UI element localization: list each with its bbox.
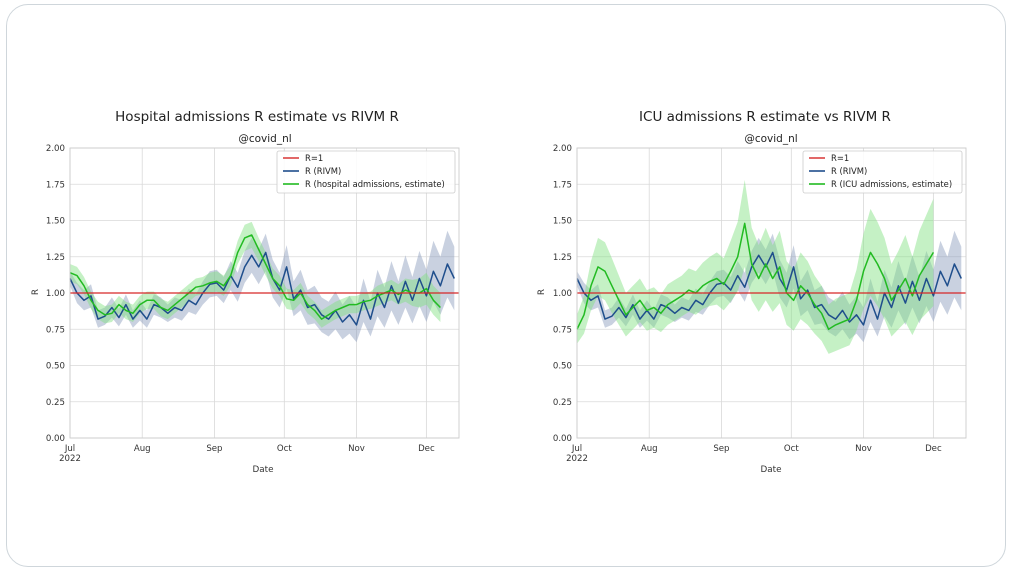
icu-chart: ICU admissions R estimate vs RIVM R @cov… (537, 109, 967, 475)
estimate-confidence-band (577, 179, 934, 354)
estimate-confidence-band (70, 221, 441, 328)
rivm-r-line (69, 251, 455, 326)
x-tick-label: Dec (418, 444, 435, 454)
x-tick-label: Dec (925, 444, 942, 454)
x-tick-label: Sep (206, 444, 222, 454)
y-axis-label: R (537, 289, 547, 295)
x-tick-label: Sep (713, 444, 729, 454)
y-tick-label: 1.25 (553, 253, 572, 263)
x-tick-label: Oct (277, 444, 292, 454)
hospital-chart: Hospital admissions R estimate vs RIVM R… (31, 109, 460, 475)
y-tick-label: 1.25 (46, 253, 65, 263)
y-axis-label: R (31, 289, 41, 295)
y-tick-label: 2.00 (553, 144, 572, 154)
x-tick-label: Jul (64, 444, 75, 454)
confidence-bands (577, 179, 962, 354)
series-lines (69, 234, 459, 326)
y-tick-label: 1.50 (553, 217, 572, 227)
legend: R=1 R (RIVM) R (hospital admissions, est… (276, 150, 456, 194)
y-tick-label: 0.50 (553, 362, 572, 372)
rivm-confidence-band (70, 230, 455, 343)
legend-box (276, 150, 456, 194)
plot-frame (69, 147, 460, 439)
legend-label-estimate: R (hospital admissions, estimate) (305, 179, 445, 189)
estimate-r-line (576, 222, 935, 331)
legend-label-estimate: R (ICU admissions, estimate) (831, 179, 952, 189)
y-tick-label: 0.75 (553, 325, 572, 335)
x-tick-label: Nov (855, 444, 872, 454)
legend-box (802, 150, 963, 194)
y-tick-labels: 0.00 0.25 0.50 0.75 1.00 1.25 1.50 1.75 2.00 (553, 144, 572, 444)
legend-label-ref: R=1 (305, 153, 323, 163)
x-axis-label: Date (252, 465, 273, 475)
plot-frame (576, 147, 967, 439)
y-tick-label: 1.75 (46, 180, 65, 190)
y-tick-label: 1.75 (553, 180, 572, 190)
estimate-r-line (69, 234, 441, 320)
y-tick-label: 0.50 (46, 362, 65, 372)
y-tick-label: 0.00 (553, 434, 572, 444)
rivm-confidence-band (577, 230, 962, 343)
chart-title: Hospital admissions R estimate vs RIVM R (115, 109, 399, 125)
x-tick-label: Aug (134, 444, 151, 454)
confidence-bands (70, 221, 455, 343)
x-tick-label: Nov (348, 444, 365, 454)
x-tick-year-label: 2022 (59, 454, 81, 464)
x-tick-label: Aug (641, 444, 658, 454)
y-tick-label: 1.50 (46, 217, 65, 227)
series-lines (576, 222, 966, 331)
x-tick-label: Oct (784, 444, 799, 454)
legend-label-rivm: R (RIVM) (305, 166, 341, 176)
legend: R=1 R (RIVM) R (ICU admissions, estimate… (802, 150, 963, 194)
y-tick-label: 0.25 (553, 398, 572, 408)
x-tick-year-label: 2022 (566, 454, 588, 464)
y-tick-label: 0.75 (46, 325, 65, 335)
slide-card (6, 4, 1006, 567)
legend-label-ref: R=1 (831, 153, 849, 163)
y-tick-label: 1.00 (553, 289, 572, 299)
y-tick-label: 0.00 (46, 434, 65, 444)
y-tick-label: 1.00 (46, 289, 65, 299)
y-tick-label: 0.25 (46, 398, 65, 408)
x-tick-label: Jul (571, 444, 582, 454)
chart-subtitle: @covid_nl (744, 133, 797, 145)
y-tick-labels: 0.00 0.25 0.50 0.75 1.00 1.25 1.50 1.75 2.00 (46, 144, 65, 444)
chart-subtitle: @covid_nl (238, 133, 291, 145)
legend-label-rivm: R (RIVM) (831, 166, 867, 176)
y-tick-label: 2.00 (46, 144, 65, 154)
rivm-r-line (576, 251, 962, 326)
chart-title: ICU admissions R estimate vs RIVM R (639, 109, 891, 125)
x-axis-label: Date (760, 465, 781, 475)
